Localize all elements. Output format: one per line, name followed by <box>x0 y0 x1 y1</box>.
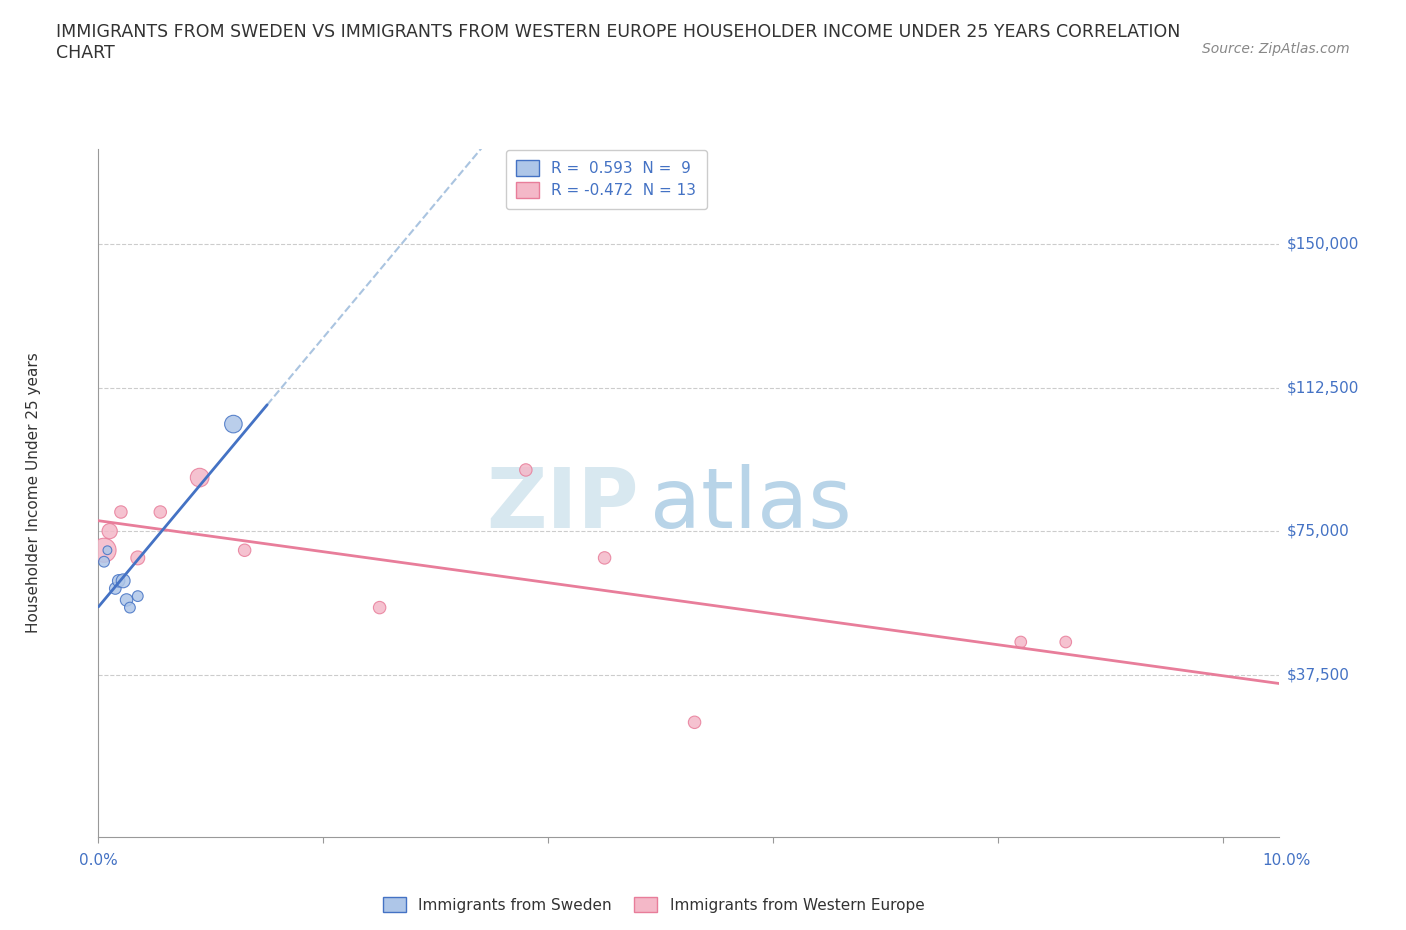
Text: atlas: atlas <box>650 464 851 545</box>
Text: $37,500: $37,500 <box>1286 667 1350 682</box>
Text: $75,000: $75,000 <box>1286 524 1350 538</box>
Point <box>107 574 129 589</box>
Point <box>93 543 115 558</box>
Point <box>118 600 141 615</box>
Point <box>98 524 121 538</box>
Point <box>683 715 706 730</box>
Point <box>127 589 149 604</box>
Point <box>1054 634 1077 649</box>
Text: ZIP: ZIP <box>486 464 638 545</box>
Point <box>188 471 211 485</box>
Point <box>233 543 256 558</box>
Point <box>222 417 245 432</box>
Point <box>127 551 149 565</box>
Text: CHART: CHART <box>56 44 115 61</box>
Text: IMMIGRANTS FROM SWEDEN VS IMMIGRANTS FROM WESTERN EUROPE HOUSEHOLDER INCOME UNDE: IMMIGRANTS FROM SWEDEN VS IMMIGRANTS FRO… <box>56 23 1181 41</box>
Text: 10.0%: 10.0% <box>1263 853 1310 868</box>
Text: Householder Income Under 25 years: Householder Income Under 25 years <box>25 352 41 633</box>
Point <box>110 505 132 520</box>
Point <box>96 543 118 558</box>
Point <box>104 581 127 596</box>
Point <box>149 505 172 520</box>
Point <box>112 574 135 589</box>
Point <box>93 554 115 569</box>
Text: $112,500: $112,500 <box>1286 380 1358 395</box>
Point <box>515 462 537 477</box>
Point <box>115 592 138 607</box>
Point <box>1010 634 1032 649</box>
Legend: Immigrants from Sweden, Immigrants from Western Europe: Immigrants from Sweden, Immigrants from … <box>377 891 931 919</box>
Text: $150,000: $150,000 <box>1286 237 1358 252</box>
Text: 0.0%: 0.0% <box>79 853 118 868</box>
Point <box>368 600 391 615</box>
Text: Source: ZipAtlas.com: Source: ZipAtlas.com <box>1202 42 1350 56</box>
Point <box>593 551 616 565</box>
